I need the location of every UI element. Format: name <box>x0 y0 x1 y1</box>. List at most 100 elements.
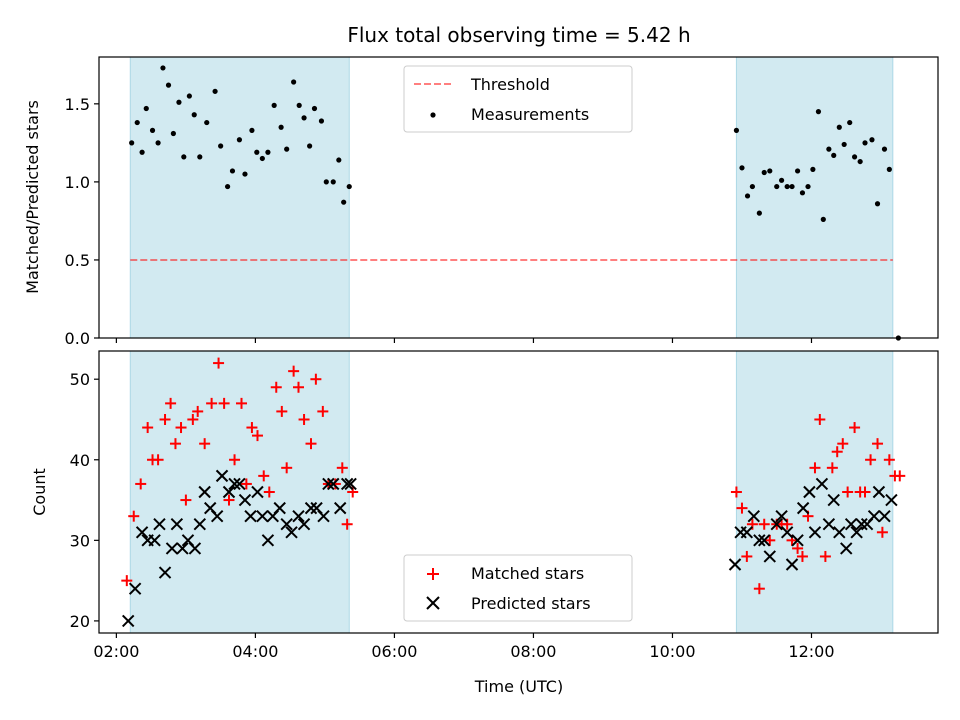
x-tick-label: 08:00 <box>510 642 556 661</box>
predicted-stars-point <box>780 526 794 539</box>
predicted-stars-point <box>878 509 891 523</box>
matched-stars-point <box>270 381 282 393</box>
measurement-point <box>165 82 172 88</box>
measurement-point <box>857 158 863 165</box>
measurement-point <box>836 124 842 130</box>
measurement-point <box>301 115 307 121</box>
measurement-point <box>323 179 329 185</box>
measurement-point <box>134 119 140 126</box>
measurement-point <box>874 201 881 207</box>
predicted-stars-point <box>775 509 788 523</box>
measurement-point <box>847 119 853 126</box>
measurement-point <box>139 149 145 155</box>
predicted-stars-point <box>165 542 179 555</box>
matched-stars-point <box>796 550 808 562</box>
measurement-point <box>218 143 224 149</box>
matched-stars-point <box>223 494 235 506</box>
predicted-stars-point <box>210 509 224 523</box>
matched-stars-point <box>121 575 133 587</box>
measurement-point <box>291 79 297 85</box>
predicted-stars-point <box>280 518 293 531</box>
measurement-point <box>761 169 767 176</box>
measurement-point <box>229 168 236 174</box>
matched-stars-point <box>218 397 230 409</box>
predicted-stars-point <box>222 485 236 499</box>
bot-y-tick-label: 20 <box>70 612 90 631</box>
matched-stars-point <box>276 405 288 417</box>
predicted-stars-point <box>822 518 836 531</box>
bottom-legend-box <box>403 554 633 622</box>
bottom-y-axis-label: Count <box>30 468 49 516</box>
predicted-stars-point <box>193 518 206 531</box>
predicted-stars-point <box>135 526 149 539</box>
measurement-point <box>799 190 806 196</box>
top-legend-box <box>403 65 633 133</box>
measurement-point <box>254 149 260 155</box>
measurement-point <box>886 166 892 172</box>
predicted-stars-point <box>158 566 172 579</box>
matched-stars-point <box>192 405 204 417</box>
measurement-point <box>186 93 192 99</box>
measurement-point <box>149 127 156 133</box>
matched-stars-point <box>831 446 843 458</box>
measurement-point <box>756 210 762 216</box>
top-shaded-period-0 <box>129 56 350 339</box>
matched-stars-point <box>142 422 154 434</box>
predicted-stars-point <box>791 534 804 547</box>
bot-shaded-period-0 <box>129 350 350 634</box>
matched-stars-point <box>251 430 263 442</box>
chart-title: Flux total observing time = 5.42 h <box>347 23 690 47</box>
matched-stars-point <box>229 454 241 466</box>
predicted-stars-point <box>128 582 142 595</box>
predicted-stars-point <box>728 558 742 571</box>
top-shaded-period-1 <box>735 56 894 339</box>
matched-stars-point <box>152 454 164 466</box>
matched-stars-point <box>764 534 776 546</box>
bot-y-tick-label: 30 <box>70 531 90 550</box>
measurement-point <box>330 179 336 185</box>
measurement-point <box>259 155 265 162</box>
matched-stars-point <box>859 486 871 498</box>
measurement-point <box>869 137 875 143</box>
measurement-point <box>236 137 243 143</box>
measurement-point <box>789 183 795 190</box>
measurement-point <box>242 171 248 177</box>
predicted-stars-point <box>867 509 881 523</box>
matched-stars-point <box>336 462 348 474</box>
measurement-point <box>129 140 135 146</box>
predicted-stars-point <box>233 477 246 491</box>
x-tick-label: 02:00 <box>93 642 139 661</box>
measurement-point <box>346 183 352 190</box>
predicted-stars-point <box>770 518 783 531</box>
predicted-stars-point <box>827 493 840 507</box>
measurement-point <box>862 140 868 146</box>
matched-stars-point <box>305 438 317 450</box>
predicted-stars-point <box>251 485 264 499</box>
predicted-stars-point <box>261 534 275 547</box>
predicted-stars-point <box>840 542 853 555</box>
matched-stars-point <box>187 413 199 425</box>
measurement-point <box>851 154 858 160</box>
x-tick-label: 06:00 <box>371 642 417 661</box>
measurement-point <box>810 166 816 172</box>
measurement-point <box>778 177 785 183</box>
measurement-point <box>212 88 218 94</box>
legend-matched-label: Matched stars <box>471 564 584 583</box>
predicted-stars-point <box>228 477 241 491</box>
predicted-stars-point <box>148 534 161 547</box>
x-tick-label: 04:00 <box>232 642 278 661</box>
predicted-stars-point <box>273 501 286 515</box>
matched-stars-point <box>159 413 171 425</box>
matched-stars-point <box>169 438 181 450</box>
measurement-point <box>284 146 290 152</box>
matched-stars-point <box>730 486 742 498</box>
predicted-stars-point <box>333 501 347 515</box>
measurement-point <box>881 146 888 152</box>
predicted-stars-point <box>188 542 202 555</box>
measurement-point <box>197 154 203 160</box>
measurement-point <box>831 152 837 158</box>
matched-stars-point <box>883 454 895 466</box>
measurement-point <box>271 102 277 108</box>
predicted-stars-point <box>238 493 252 507</box>
predicted-stars-point <box>796 501 810 515</box>
